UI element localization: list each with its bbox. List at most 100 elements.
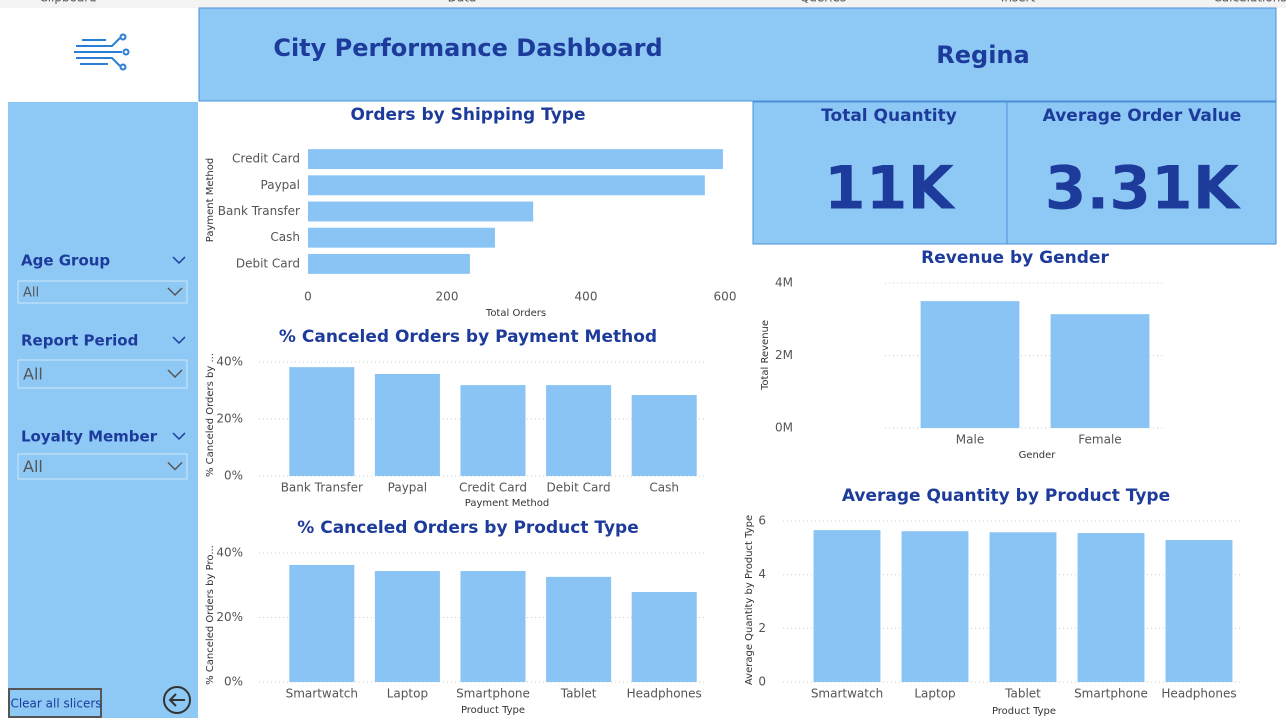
bar <box>308 227 495 248</box>
chart-title: Revenue by Gender <box>921 248 1109 268</box>
ribbon-label: Data <box>448 0 477 5</box>
y-tick-label: 6 <box>758 514 766 528</box>
chart: Average Quantity by Product Type Product … <box>744 486 1243 717</box>
bar <box>1050 314 1150 428</box>
bar <box>1077 533 1145 682</box>
y-tick-label: Credit Card <box>232 152 300 166</box>
kpi-label: Average Order Value <box>1043 106 1242 126</box>
bar <box>920 301 1020 428</box>
x-tick-label: 600 <box>714 290 737 304</box>
chart: Revenue by Gender Gender Total Revenue 0M 2M… <box>760 248 1165 461</box>
chart-title: % Canceled Orders by Product Type <box>297 518 638 538</box>
x-tick-label: Smartwatch <box>811 687 883 701</box>
x-tick-label: Headphones <box>627 687 702 701</box>
ribbon: Clipboard Data Queries Insert Calculations <box>39 0 1286 5</box>
clear-button-label[interactable]: Clear all slicers <box>10 697 101 711</box>
ribbon-label: Clipboard <box>39 0 96 5</box>
logo-box <box>8 8 198 102</box>
logo <box>74 33 130 71</box>
slicers: Age Group All Report Period All Loyalty Memb… <box>17 252 188 480</box>
slicer-value[interactable]: All <box>23 286 39 301</box>
slicer-dropdown[interactable] <box>17 280 188 304</box>
y-tick-label: 20% <box>216 610 243 624</box>
chart: % Canceled Orders by Product Type Product… <box>205 518 707 716</box>
y-tick-label: 0M <box>775 421 793 435</box>
slicer-dropdown[interactable] <box>17 359 188 389</box>
chart-title: Orders by Shipping Type <box>350 105 585 125</box>
bar <box>289 367 355 476</box>
chevron <box>167 287 183 297</box>
bar <box>546 385 612 476</box>
bar <box>546 576 612 682</box>
x-tick-label: Tablet <box>1004 687 1041 701</box>
chevron <box>172 336 186 345</box>
x-tick-label: Cash <box>649 481 679 495</box>
y-tick-label: 20% <box>216 412 243 426</box>
kpi-label: Total Quantity <box>821 106 957 126</box>
y-tick-label: Debit Card <box>236 256 300 270</box>
x-tick-label: 400 <box>575 290 598 304</box>
sidebar <box>8 102 198 718</box>
x-tick-label: Laptop <box>914 687 955 701</box>
header <box>198 7 1277 102</box>
bar <box>901 531 969 682</box>
x-tick-label: Female <box>1078 433 1121 447</box>
x-tick-label: Headphones <box>1161 687 1236 701</box>
slicer-dropdown[interactable] <box>17 453 188 480</box>
chart-title: % Canceled Orders by Payment Method <box>279 327 657 347</box>
y-tick-label: 0% <box>224 675 243 689</box>
y-axis-label: Total Revenue <box>760 320 771 391</box>
slicer-value[interactable]: All <box>23 365 43 384</box>
slicer-value[interactable]: All <box>23 457 43 476</box>
x-axis-label: Product Type <box>992 706 1056 717</box>
x-tick-label: 0 <box>304 290 312 304</box>
clear-button[interactable] <box>8 688 102 718</box>
chart: % Canceled Orders by Payment Method Payme… <box>205 327 707 509</box>
kpi-value: 11K <box>824 154 956 224</box>
x-axis-label: Gender <box>1019 450 1057 461</box>
bar <box>308 253 470 274</box>
chart: Orders by Shipping Type Total Orders Payme… <box>205 105 736 319</box>
x-tick-label: Smartwatch <box>286 687 358 701</box>
bar <box>813 530 881 682</box>
y-tick-label: Cash <box>270 230 300 244</box>
dashboard-title: City Performance Dashboard <box>273 34 662 62</box>
city-name: Regina <box>936 41 1029 69</box>
bar <box>308 175 705 196</box>
bar <box>631 592 697 682</box>
x-axis-label: Product Type <box>461 705 525 716</box>
bar <box>308 149 723 170</box>
ribbon-label: Calculations <box>1213 0 1286 5</box>
y-tick-label: 2 <box>758 621 766 635</box>
kpi-card <box>1006 101 1277 245</box>
y-tick-label: 4M <box>775 276 793 290</box>
y-tick-label: Paypal <box>261 178 300 192</box>
bar <box>289 564 355 682</box>
bar <box>989 532 1057 682</box>
bar <box>308 201 534 222</box>
y-tick-label: 4 <box>758 567 766 581</box>
x-axis-label: Total Orders <box>485 308 546 319</box>
slicer-label: Loyalty Member <box>21 428 158 446</box>
chevron <box>167 461 183 471</box>
chevron <box>172 432 186 441</box>
x-tick-label: Male <box>956 433 984 447</box>
y-tick-label: 40% <box>216 355 243 369</box>
x-tick-label: Smartphone <box>1074 687 1148 701</box>
x-tick-label: Bank Transfer <box>281 481 363 495</box>
ribbon-label: Insert <box>1001 0 1036 5</box>
x-tick-label: Laptop <box>387 687 428 701</box>
back-button[interactable] <box>163 686 191 714</box>
slicer-label: Age Group <box>21 252 110 270</box>
ribbon-label: Queries <box>800 0 846 5</box>
bar <box>460 385 526 476</box>
y-tick-label: 2M <box>775 348 793 362</box>
x-tick-label: Paypal <box>388 481 427 495</box>
kpi-value: 3.31K <box>1045 154 1242 224</box>
y-tick-label: 40% <box>216 546 243 560</box>
y-axis-label: Payment Method <box>205 158 216 242</box>
x-tick-label: 200 <box>436 290 459 304</box>
x-tick-label: Smartphone <box>456 687 530 701</box>
bar <box>631 395 697 476</box>
chart-title: Average Quantity by Product Type <box>842 486 1170 506</box>
